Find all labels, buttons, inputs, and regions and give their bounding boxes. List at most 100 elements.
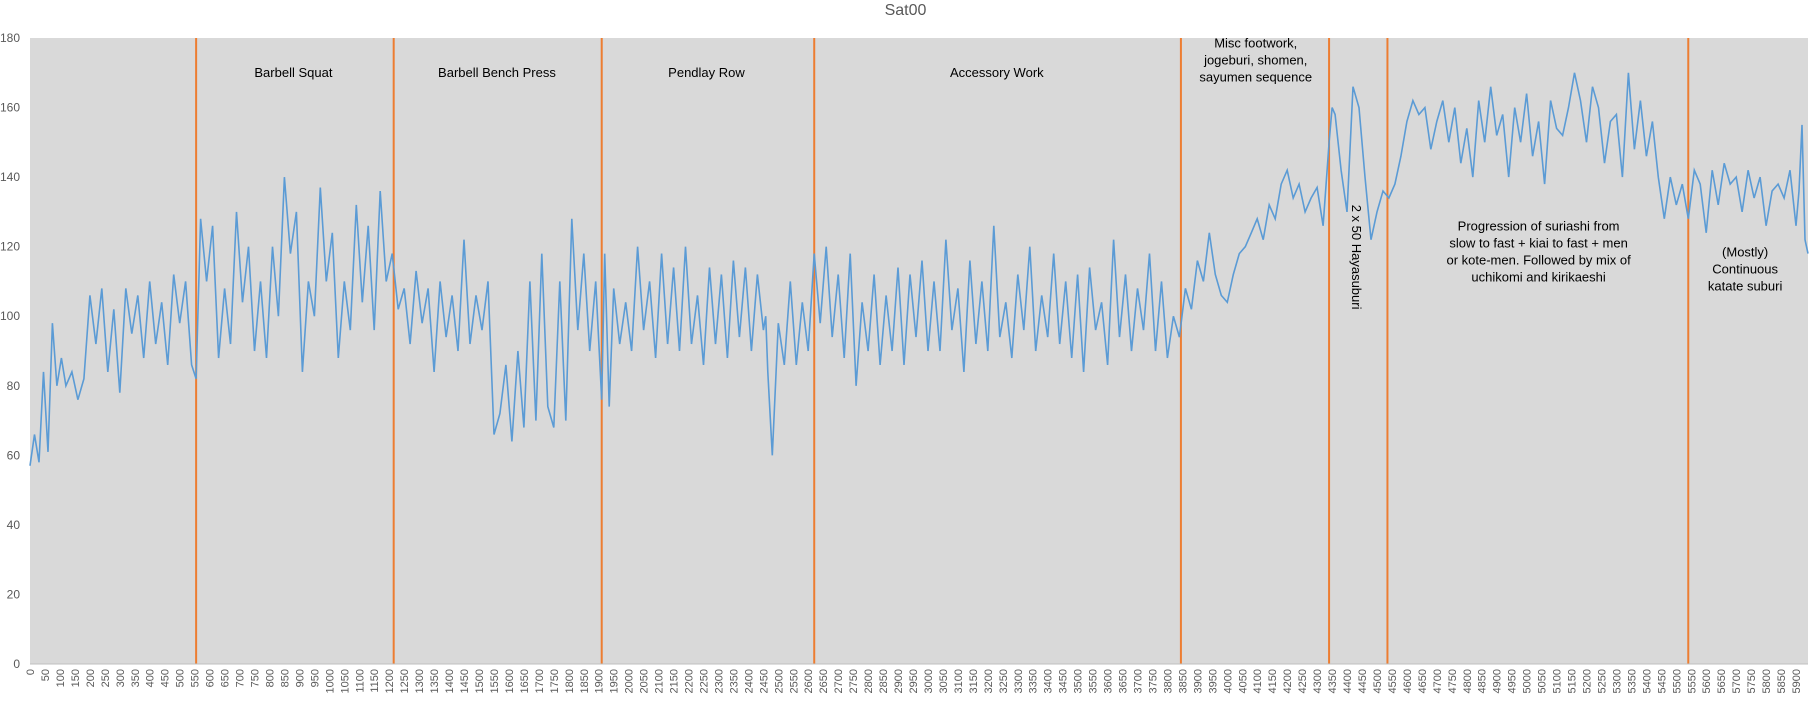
x-tick-label: 3700 <box>1133 669 1145 693</box>
x-tick-label: 200 <box>85 669 97 687</box>
x-tick-label: 5650 <box>1716 669 1728 693</box>
x-tick-label: 450 <box>160 669 172 687</box>
x-tick-label: 5100 <box>1552 669 1564 693</box>
x-tick-label: 5000 <box>1522 669 1534 693</box>
x-tick-label: 3900 <box>1192 669 1204 693</box>
y-tick-label: 60 <box>7 448 21 462</box>
x-tick-label: 1150 <box>369 669 381 693</box>
x-tick-label: 1850 <box>579 669 591 693</box>
x-tick-label: 5900 <box>1791 669 1803 693</box>
x-tick-label: 3450 <box>1058 669 1070 693</box>
x-tick-label: 1000 <box>324 669 336 693</box>
x-tick-label: 5050 <box>1537 669 1549 693</box>
x-tick-label: 2550 <box>788 669 800 693</box>
x-tick-label: 4400 <box>1342 669 1354 693</box>
phase-label: Barbell Squat <box>254 65 332 80</box>
phase-label: (Mostly) Continuous katate suburi <box>1708 244 1783 293</box>
x-tick-label: 1350 <box>429 669 441 693</box>
x-tick-label: 2300 <box>713 669 725 693</box>
x-tick-label: 50 <box>40 669 52 681</box>
x-tick-label: 900 <box>294 669 306 687</box>
x-tick-label: 1450 <box>459 669 471 693</box>
x-tick-label: 350 <box>130 669 142 687</box>
x-tick-label: 4800 <box>1462 669 1474 693</box>
x-tick-label: 5600 <box>1701 669 1713 693</box>
x-tick-label: 1100 <box>354 669 366 693</box>
x-tick-label: 5700 <box>1731 669 1743 693</box>
x-tick-label: 4650 <box>1417 669 1429 693</box>
plot-area <box>30 38 1808 664</box>
x-tick-label: 1200 <box>384 669 396 693</box>
x-tick-label: 2650 <box>818 669 830 693</box>
x-tick-label: 3050 <box>938 669 950 693</box>
y-axis: 0 20 40 60 80 100 120 140 160 180 <box>0 31 20 671</box>
x-tick-label: 2400 <box>743 669 755 693</box>
phase-label: Progression of suriashi from slow to fast… <box>1446 218 1631 284</box>
x-tick-label: 4250 <box>1297 669 1309 693</box>
x-tick-label: 3000 <box>923 669 935 693</box>
x-tick-label: 5500 <box>1671 669 1683 693</box>
x-tick-label: 2900 <box>893 669 905 693</box>
x-tick-label: 1250 <box>399 669 411 693</box>
x-tick-label: 5750 <box>1746 669 1758 693</box>
x-tick-label: 3150 <box>968 669 980 693</box>
x-tick-label: 2350 <box>728 669 740 693</box>
x-tick-label: 3100 <box>953 669 965 693</box>
x-tick-label: 650 <box>220 669 232 687</box>
x-tick-label: 3750 <box>1147 669 1159 693</box>
x-tick-label: 1550 <box>489 669 501 693</box>
phase-label: Accessory Work <box>950 65 1044 80</box>
x-tick-label: 3500 <box>1073 669 1085 693</box>
x-tick-label: 2750 <box>848 669 860 693</box>
x-tick-label: 2250 <box>698 669 710 693</box>
x-tick-label: 1300 <box>414 669 426 693</box>
x-tick-label: 4000 <box>1222 669 1234 693</box>
x-tick-label: 100 <box>55 669 67 687</box>
chart-title: Sat00 <box>884 2 927 19</box>
x-tick-label: 4750 <box>1447 669 1459 693</box>
x-tick-label: 750 <box>249 669 261 687</box>
x-tick-label: 3800 <box>1162 669 1174 693</box>
x-tick-label: 2150 <box>669 669 681 693</box>
x-tick-label: 4850 <box>1477 669 1489 693</box>
x-tick-label: 2800 <box>863 669 875 693</box>
y-tick-label: 40 <box>7 518 21 532</box>
x-tick-label: 4350 <box>1327 669 1339 693</box>
x-tick-label: 4100 <box>1252 669 1264 693</box>
x-tick-label: 1750 <box>549 669 561 693</box>
y-tick-label: 160 <box>0 101 20 115</box>
x-tick-label: 5300 <box>1611 669 1623 693</box>
x-tick-label: 5400 <box>1641 669 1653 693</box>
x-tick-label: 600 <box>205 669 217 687</box>
x-tick-label: 4050 <box>1237 669 1249 693</box>
x-tick-label: 1050 <box>339 669 351 693</box>
x-tick-label: 3350 <box>1028 669 1040 693</box>
phase-label: Barbell Bench Press <box>438 65 556 80</box>
x-tick-label: 2850 <box>878 669 890 693</box>
phase-label: 2 x 50 Hayasuburi <box>1349 205 1364 310</box>
phase-label: Misc footwork, jogeburi, shomen, sayumen s… <box>1199 36 1312 85</box>
x-tick-label: 5200 <box>1581 669 1593 693</box>
x-tick-label: 2700 <box>833 669 845 693</box>
x-tick-label: 2500 <box>773 669 785 693</box>
x-tick-label: 1400 <box>444 669 456 693</box>
x-tick-label: 1900 <box>594 669 606 693</box>
x-tick-label: 5250 <box>1596 669 1608 693</box>
x-tick-label: 3200 <box>983 669 995 693</box>
x-tick-label: 3650 <box>1118 669 1130 693</box>
x-tick-label: 4950 <box>1507 669 1519 693</box>
phase-label: Pendlay Row <box>668 65 745 80</box>
x-tick-label: 3950 <box>1207 669 1219 693</box>
x-tick-label: 4700 <box>1432 669 1444 693</box>
x-tick-label: 3600 <box>1103 669 1115 693</box>
x-tick-label: 4200 <box>1282 669 1294 693</box>
x-tick-label: 500 <box>175 669 187 687</box>
x-tick-label: 2000 <box>624 669 636 693</box>
x-tick-label: 4450 <box>1357 669 1369 693</box>
x-tick-label: 5850 <box>1776 669 1788 693</box>
x-tick-label: 250 <box>100 669 112 687</box>
x-tick-label: 400 <box>145 669 157 687</box>
y-tick-label: 140 <box>0 170 20 184</box>
x-tick-label: 850 <box>279 669 291 687</box>
x-tick-label: 2050 <box>639 669 651 693</box>
